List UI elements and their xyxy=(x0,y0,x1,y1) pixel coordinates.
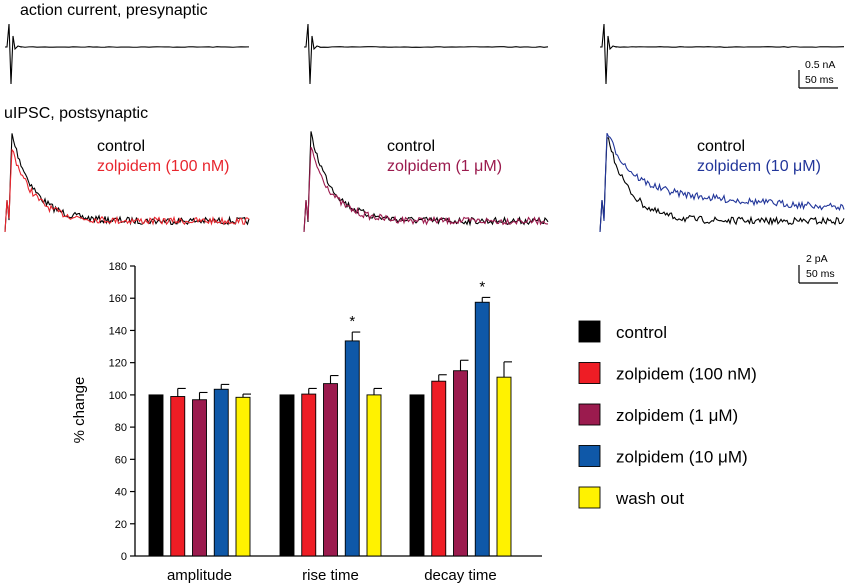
legend: control zolpidem (100 nM) zolpidem (1 μM) z… xyxy=(578,320,757,509)
postsynaptic-label: uIPSC, postsynaptic xyxy=(4,105,148,122)
x-category-label: decay time xyxy=(424,567,497,584)
presynaptic-trace xyxy=(600,23,845,85)
y-tick-label: 140 xyxy=(109,325,127,337)
bar-decay-time-1 xyxy=(431,380,447,557)
bar-amplitude-1 xyxy=(170,396,186,557)
legend-label: zolpidem (100 nM) xyxy=(616,365,757,384)
control-trace-label: control xyxy=(387,138,435,155)
y-tick-label: 100 xyxy=(109,390,127,402)
presynaptic-trace xyxy=(304,23,549,85)
bar-rise-time-0 xyxy=(279,394,295,557)
presynaptic-trace xyxy=(5,23,250,85)
trace-panel-3: control zolpidem (10 μM) xyxy=(599,23,845,233)
bar-amplitude-2 xyxy=(192,399,207,557)
bar-amplitude-0 xyxy=(148,394,164,557)
legend-swatch xyxy=(578,320,601,343)
scalebar-top-time: 50 ms xyxy=(805,74,834,86)
legend-swatch xyxy=(578,403,601,426)
bar-rise-time-1 xyxy=(301,393,317,557)
significance-marker: * xyxy=(349,313,355,330)
scalebar-bottom-current: 2 pA xyxy=(806,253,828,265)
bar-decay-time-4 xyxy=(496,376,512,557)
drug-uipsc-trace xyxy=(4,148,250,233)
y-tick-label: 120 xyxy=(109,358,127,370)
legend-label: control xyxy=(616,323,667,342)
y-tick-label: 60 xyxy=(115,454,127,466)
legend-swatch xyxy=(578,445,601,467)
bar-amplitude-4 xyxy=(235,396,251,557)
drug-trace-label: zolpidem (10 μM) xyxy=(697,158,821,175)
significance-marker: * xyxy=(479,278,485,295)
trace-panel-1: control zolpidem (100 nM) xyxy=(4,23,250,233)
bar-rise-time-3 xyxy=(344,340,360,557)
scalebar-top: 0.5 nA 50 ms xyxy=(798,59,838,89)
y-tick-label: 40 xyxy=(115,487,127,499)
legend-swatch xyxy=(578,486,601,509)
control-trace-label: control xyxy=(97,138,145,155)
bar-decay-time-2 xyxy=(453,370,468,557)
scalebar-top-current: 0.5 nA xyxy=(805,59,835,71)
bar-rise-time-4 xyxy=(366,394,382,557)
scalebar-bottom: 2 pA 50 ms xyxy=(798,253,838,284)
control-trace-label: control xyxy=(697,138,745,155)
bar-amplitude-3 xyxy=(213,388,229,557)
bar-chart: % change 0 20 40 60 80 100 120 140 160 180 amplitu… xyxy=(71,261,542,584)
y-tick-label: 160 xyxy=(109,293,127,305)
legend-label: zolpidem (1 μM) xyxy=(616,406,738,425)
trace-panels: control zolpidem (100 nM) control zolpidem … xyxy=(4,23,845,233)
drug-trace-label: zolpidem (100 nM) xyxy=(97,158,230,175)
drug-trace-label: zolpidem (1 μM) xyxy=(387,158,502,175)
control-uipsc-trace xyxy=(303,131,549,233)
y-tick-label: 0 xyxy=(121,551,127,563)
y-tick-label: 20 xyxy=(115,519,127,531)
y-tick-label: 80 xyxy=(115,422,127,434)
legend-label: zolpidem (10 μM) xyxy=(616,448,748,467)
control-uipsc-trace xyxy=(4,133,250,233)
drug-uipsc-trace xyxy=(599,132,845,233)
drug-uipsc-trace xyxy=(303,146,548,233)
x-category-label: rise time xyxy=(302,567,359,584)
x-category-label: amplitude xyxy=(167,567,232,584)
scalebar-bottom-time: 50 ms xyxy=(806,268,835,280)
trace-panel-2: control zolpidem (1 μM) xyxy=(303,23,549,233)
bar-rise-time-2 xyxy=(323,383,338,557)
y-axis-label: % change xyxy=(71,377,88,444)
presynaptic-label: action current, presynaptic xyxy=(20,2,208,19)
bar-decay-time-0 xyxy=(409,394,425,557)
legend-swatch xyxy=(578,362,601,384)
legend-label: wash out xyxy=(615,489,684,508)
control-uipsc-trace xyxy=(599,137,845,233)
y-tick-label: 180 xyxy=(109,261,127,273)
bar-decay-time-3 xyxy=(474,301,490,557)
